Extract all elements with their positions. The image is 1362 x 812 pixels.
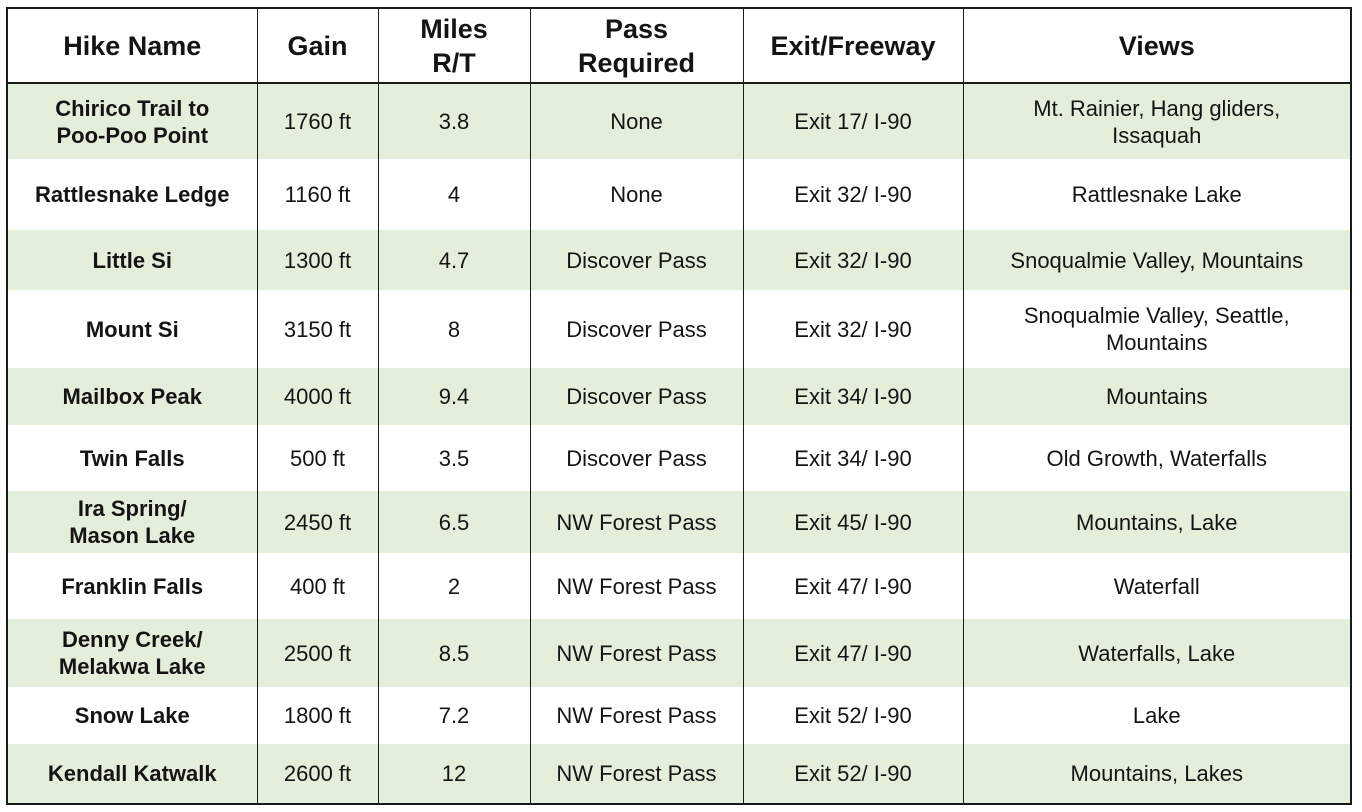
cell-gain: 1300 ft [256,230,379,290]
cell-pass: NW Forest Pass [529,619,744,687]
table-row: Chirico Trail to Poo-Poo Point 1760 ft 3.8 N… [6,83,1352,159]
cell-pass: NW Forest Pass [529,687,744,744]
cell-miles: 9.4 [377,368,531,425]
cell-pass: NW Forest Pass [529,553,744,619]
cell-hike-name: Twin Falls [6,425,258,491]
cell-gain: 1760 ft [256,83,379,159]
cell-views: Mountains, Lakes [962,744,1352,804]
header-pass-required: Pass Required [529,8,744,84]
cell-miles: 7.2 [377,687,531,744]
table-row: Mount Si 3150 ft 8 Discover Pass Exit 32/ I-… [6,290,1352,368]
cell-gain: 2450 ft [256,491,379,553]
cell-gain: 2600 ft [256,744,379,804]
cell-exit: Exit 32/ I-90 [742,290,964,368]
cell-views: Lake [962,687,1352,744]
header-exit-freeway: Exit/Freeway [742,8,964,84]
cell-exit: Exit 52/ I-90 [742,744,964,804]
cell-miles: 8.5 [377,619,531,687]
cell-pass: NW Forest Pass [529,744,744,804]
cell-hike-name: Chirico Trail to Poo-Poo Point [6,83,258,159]
cell-hike-name: Snow Lake [6,687,258,744]
table-row: Twin Falls 500 ft 3.5 Discover Pass Exit 34/… [6,425,1352,491]
header-hike-name: Hike Name [6,8,258,84]
cell-gain: 500 ft [256,425,379,491]
cell-pass: NW Forest Pass [529,491,744,553]
cell-gain: 1800 ft [256,687,379,744]
cell-miles: 8 [377,290,531,368]
cell-pass: Discover Pass [529,368,744,425]
cell-exit: Exit 47/ I-90 [742,619,964,687]
cell-gain: 4000 ft [256,368,379,425]
table-header-row: Hike Name Gain Miles R/T Pass Required Exi… [6,8,1352,84]
cell-gain: 1160 ft [256,159,379,230]
table-row: Little Si 1300 ft 4.7 Discover Pass Exit 32/… [6,230,1352,290]
cell-views: Old Growth, Waterfalls [962,425,1352,491]
cell-pass: None [529,159,744,230]
table-row: Ira Spring/Mason Lake 2450 ft 6.5 NW Forest… [6,491,1352,553]
cell-views: Snoqualmie Valley, Seattle, Mountains [962,290,1352,368]
cell-exit: Exit 32/ I-90 [742,230,964,290]
cell-exit: Exit 34/ I-90 [742,368,964,425]
cell-exit: Exit 45/ I-90 [742,491,964,553]
cell-views: Waterfall [962,553,1352,619]
cell-views: Mountains, Lake [962,491,1352,553]
cell-exit: Exit 47/ I-90 [742,553,964,619]
cell-gain: 3150 ft [256,290,379,368]
cell-miles: 3.5 [377,425,531,491]
cell-views: Mountains [962,368,1352,425]
cell-hike-name: Mailbox Peak [6,368,258,425]
cell-exit: Exit 32/ I-90 [742,159,964,230]
table-body: Chirico Trail to Poo-Poo Point 1760 ft 3.8 N… [6,83,1352,804]
table-row: Denny Creek/Melakwa Lake 2500 ft 8.5 NW For… [6,619,1352,687]
cell-views: Snoqualmie Valley, Mountains [962,230,1352,290]
cell-pass: None [529,83,744,159]
header-gain: Gain [256,8,379,84]
cell-hike-name: Rattlesnake Ledge [6,159,258,230]
cell-pass: Discover Pass [529,230,744,290]
cell-miles: 6.5 [377,491,531,553]
cell-miles: 4.7 [377,230,531,290]
cell-views: Waterfalls, Lake [962,619,1352,687]
cell-hike-name: Mount Si [6,290,258,368]
cell-miles: 4 [377,159,531,230]
cell-pass: Discover Pass [529,425,744,491]
cell-hike-name: Ira Spring/Mason Lake [6,491,258,553]
cell-exit: Exit 34/ I-90 [742,425,964,491]
cell-hike-name: Franklin Falls [6,553,258,619]
cell-miles: 3.8 [377,83,531,159]
cell-views: Rattlesnake Lake [962,159,1352,230]
cell-miles: 2 [377,553,531,619]
table-row: Franklin Falls 400 ft 2 NW Forest Pass Exit … [6,553,1352,619]
cell-hike-name: Kendall Katwalk [6,744,258,804]
cell-exit: Exit 17/ I-90 [742,83,964,159]
table-row: Mailbox Peak 4000 ft 9.4 Discover Pass Exit … [6,368,1352,425]
header-views: Views [962,8,1352,84]
cell-gain: 400 ft [256,553,379,619]
cell-miles: 12 [377,744,531,804]
table-row: Snow Lake 1800 ft 7.2 NW Forest Pass Exit 52… [6,687,1352,744]
table-row: Rattlesnake Ledge 1160 ft 4 None Exit 32/ I-… [6,159,1352,230]
cell-gain: 2500 ft [256,619,379,687]
cell-hike-name: Denny Creek/Melakwa Lake [6,619,258,687]
cell-pass: Discover Pass [529,290,744,368]
cell-hike-name: Little Si [6,230,258,290]
header-miles-rt: Miles R/T [377,8,531,84]
cell-views: Mt. Rainier, Hang gliders, Issaquah [962,83,1352,159]
table-row: Kendall Katwalk 2600 ft 12 NW Forest Pass Ex… [6,744,1352,804]
hikes-table: Hike Name Gain Miles R/T Pass Required Exi… [6,7,1352,805]
cell-exit: Exit 52/ I-90 [742,687,964,744]
